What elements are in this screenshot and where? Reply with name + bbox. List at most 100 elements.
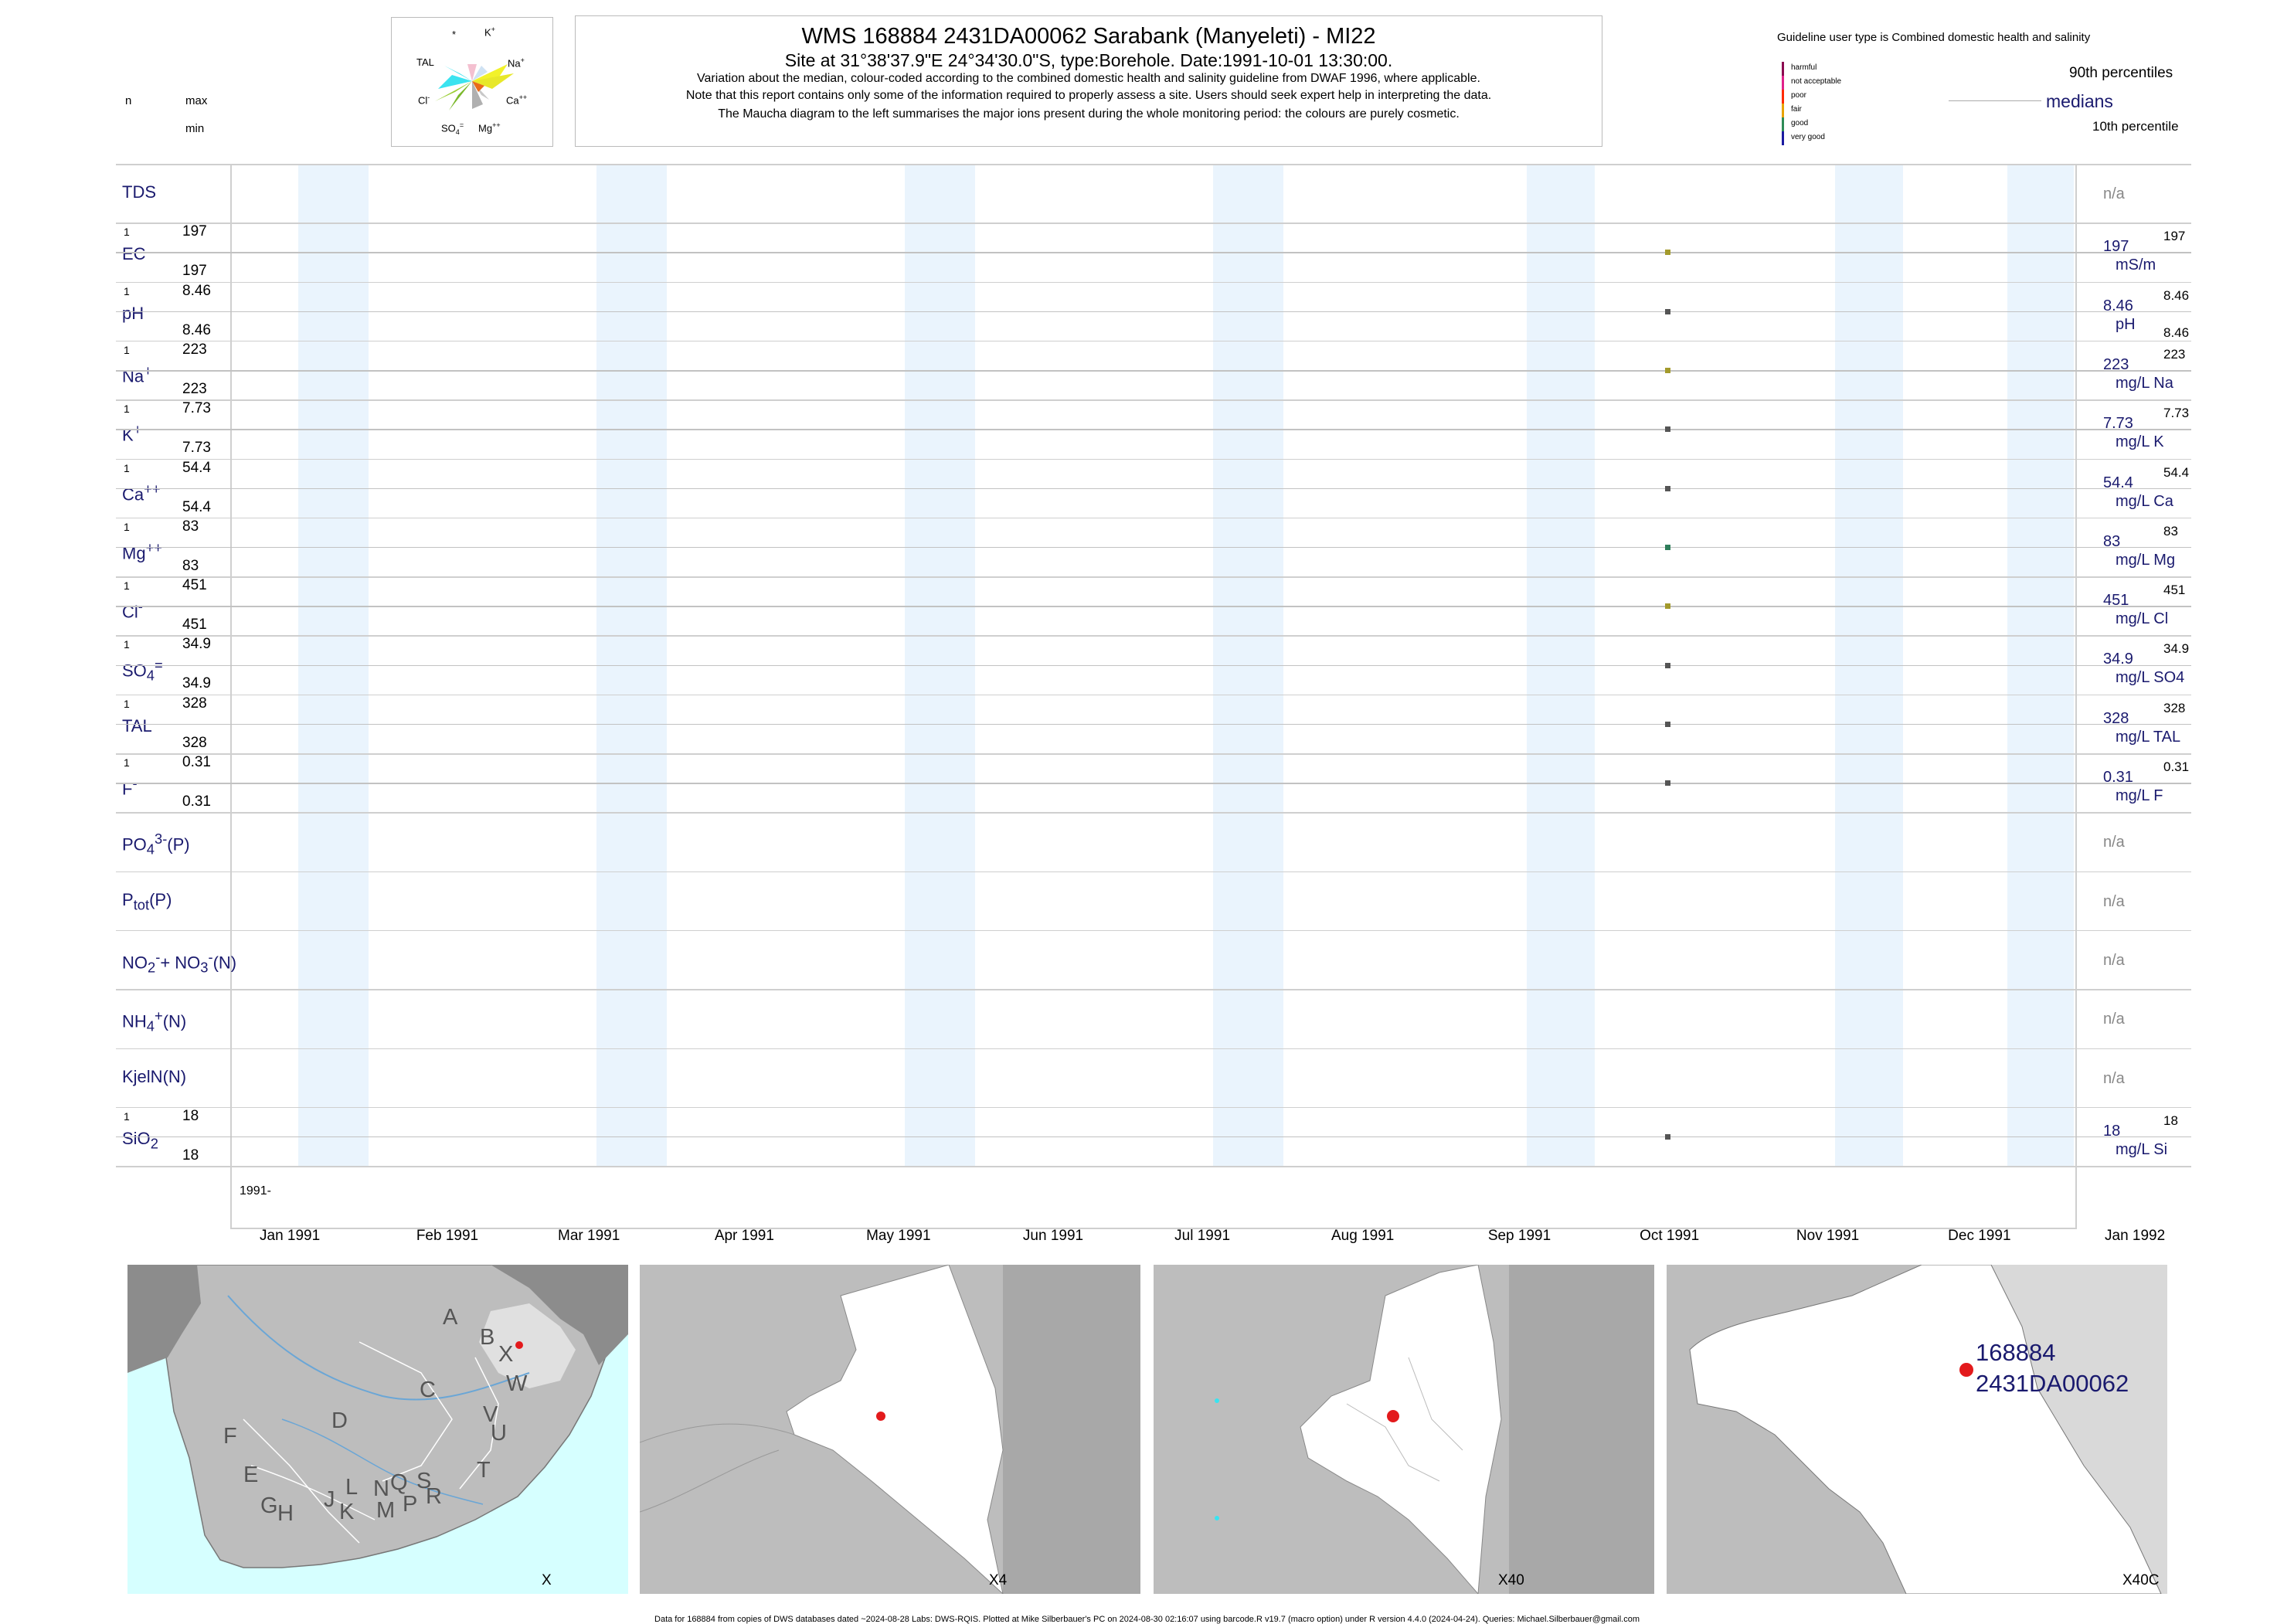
- map-x40: X40: [1154, 1265, 1654, 1594]
- axis-month-label: Aug 1991: [1331, 1228, 1395, 1245]
- row-separator: [116, 281, 2191, 284]
- month-band: [1526, 164, 1596, 1167]
- map-caption-x40: X40: [1498, 1572, 1524, 1588]
- p90-value: 328: [2163, 700, 2186, 715]
- legend-class-label: not acceptable: [1791, 77, 1842, 86]
- unit-label: mg/L Cl: [2116, 610, 2169, 628]
- p90-value: 8.46: [2163, 287, 2190, 303]
- row-count: 1: [124, 343, 130, 356]
- map-region-label: A: [443, 1305, 458, 1330]
- row-separator: [116, 753, 2191, 755]
- site-marker-x40c: [1959, 1363, 1973, 1377]
- maucha-cl-label: Cl-: [418, 93, 430, 107]
- legend-swatch: [1782, 104, 1784, 117]
- map-region-label: H: [277, 1501, 294, 1526]
- row-min: 197: [182, 263, 207, 280]
- legend-class-label: fair: [1791, 105, 1802, 114]
- row-separator: [116, 635, 2191, 637]
- row-separator: [116, 694, 2191, 696]
- data-point: [1665, 485, 1671, 491]
- unit-label: mg/L Na: [2116, 374, 2173, 392]
- row-separator: [116, 989, 2191, 990]
- median-na: n/a: [2103, 185, 2125, 202]
- axis-month-label: Jan 1992: [2105, 1228, 2166, 1245]
- row-max: 328: [182, 695, 207, 712]
- unit-label: mg/L Ca: [2116, 492, 2173, 510]
- p90-value: 18: [2163, 1113, 2178, 1128]
- row-max: 7.73: [182, 400, 211, 417]
- data-point: [1665, 721, 1671, 727]
- row-min: 18: [182, 1147, 199, 1164]
- unit-label: mg/L Mg: [2116, 551, 2176, 569]
- map-region-label: S: [416, 1469, 432, 1493]
- legend-medians: medians: [2046, 91, 2113, 111]
- p90-value: 197: [2163, 229, 2186, 244]
- axis-bottom-line: [230, 1228, 2075, 1229]
- p90-value: 83: [2163, 523, 2178, 539]
- data-point: [1665, 250, 1671, 256]
- map-x40-svg: [1215, 1265, 1654, 1594]
- param-label: Mg++: [122, 539, 162, 563]
- month-band: [1834, 164, 1904, 1167]
- median-line: [116, 783, 2191, 784]
- row-max: 34.9: [182, 636, 211, 653]
- legend-swatch: [1782, 90, 1784, 104]
- row-max: 0.31: [182, 754, 211, 770]
- median-line: [116, 252, 2191, 253]
- maucha-na-label: Na+: [508, 56, 525, 70]
- row-separator: [116, 1048, 2191, 1049]
- map-site-id: 168884: [1976, 1339, 2056, 1366]
- header-note-2: Note that this report contains only some…: [685, 89, 1492, 102]
- legend-swatch: [1782, 131, 1784, 145]
- median-line: [116, 311, 2191, 313]
- legend-swatch: [1782, 76, 1784, 90]
- param-label: KjelN(N): [122, 1066, 187, 1086]
- axis-month-label: Mar 1991: [558, 1228, 620, 1245]
- unit-label: mg/L SO4: [2116, 669, 2185, 687]
- unit-label: mS/m: [2116, 257, 2156, 274]
- month-band: [1213, 164, 1284, 1167]
- row-count: 1: [124, 403, 130, 416]
- data-point: [1665, 662, 1671, 668]
- map-caption-x: X: [542, 1572, 552, 1588]
- map-x4-svg: [640, 1265, 1140, 1594]
- maucha-k-label: K+: [484, 25, 495, 39]
- legend-class-label: poor: [1791, 91, 1807, 100]
- map-x40c-svg: [1689, 1265, 2167, 1594]
- data-point: [1665, 1133, 1671, 1140]
- header-note-1: Variation about the median, colour-coded…: [697, 72, 1480, 85]
- maucha-star: [435, 64, 514, 110]
- p90-value: 451: [2163, 583, 2186, 598]
- maucha-star-label: *: [452, 29, 457, 40]
- page-title: WMS 168884 2431DA00062 Sarabank (Manyele…: [801, 24, 1376, 49]
- row-count: 1: [124, 579, 130, 593]
- map-region-label: X: [498, 1342, 514, 1367]
- month-band: [298, 164, 369, 1167]
- median-line: [116, 546, 2191, 549]
- median-line: [116, 370, 2191, 372]
- month-band: [905, 164, 976, 1167]
- unit-label: mg/L F: [2116, 787, 2163, 804]
- axis-month-label: Sep 1991: [1487, 1228, 1551, 1245]
- unit-label: mg/L K: [2116, 433, 2164, 451]
- key-n: n: [125, 94, 132, 107]
- row-count: 1: [124, 520, 130, 533]
- median-na: n/a: [2103, 951, 2125, 969]
- legend-class-label: good: [1791, 119, 1809, 127]
- map-region-label: P: [403, 1492, 418, 1517]
- legend-median-line: [1949, 100, 2041, 101]
- p90-value: 7.73: [2163, 406, 2190, 421]
- row-separator: [116, 458, 2191, 460]
- row-separator: [116, 1106, 2191, 1109]
- axis-month-label: Feb 1991: [416, 1228, 479, 1245]
- row-min: 7.73: [182, 440, 211, 457]
- map-region-label: G: [260, 1493, 278, 1518]
- param-label: Cl-: [122, 598, 143, 622]
- param-label: NH4+(N): [122, 1007, 187, 1035]
- unit-label: mg/L TAL: [2116, 728, 2181, 746]
- row-min: 54.4: [182, 498, 211, 515]
- plot-right-border: [2075, 164, 2077, 1230]
- param-label: Ptot(P): [122, 889, 172, 912]
- param-label: Na+: [122, 362, 152, 386]
- axis-month-label: Dec 1991: [1948, 1228, 2011, 1245]
